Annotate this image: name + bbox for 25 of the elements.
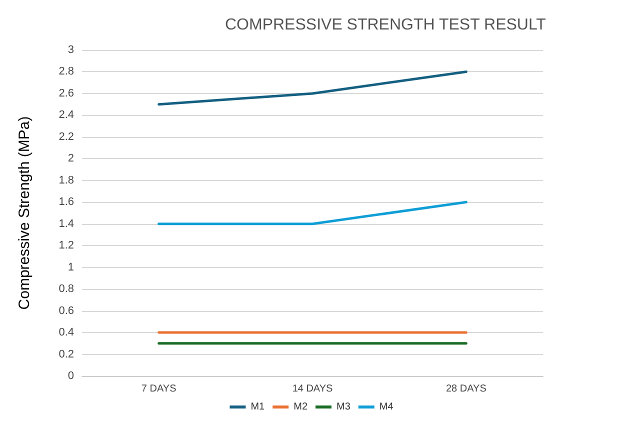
legend-label: M3 [336, 402, 351, 412]
y-tick-label: 2.2 [58, 130, 74, 143]
y-tick-label: 1.4 [58, 218, 74, 230]
y-tick-label: 1.8 [58, 174, 74, 186]
y-tick-label: 2.8 [58, 66, 74, 78]
y-tick-label: 1 [68, 261, 74, 274]
y-tick-label: 2.4 [58, 109, 74, 122]
y-tick-label: 0 [68, 370, 74, 382]
y-tick-label: 0.4 [58, 326, 74, 339]
y-tick-label: 2.6 [58, 87, 74, 100]
chart-title: COMPRESSIVE STRENGTH TEST RESULT [225, 16, 546, 34]
y-tick-label: 0.2 [58, 348, 74, 360]
y-tick-label: 1.6 [58, 196, 74, 208]
y-tick-label: 2 [68, 152, 74, 165]
y-axis-title: Compressive Strength (MPa) [16, 116, 33, 310]
legend-label: M4 [379, 402, 394, 412]
x-tick-label: 14 DAYS [292, 384, 334, 394]
x-tick-label: 28 DAYS [446, 384, 487, 394]
legend-label: M1 [250, 402, 266, 412]
y-tick-label: 0.6 [58, 304, 74, 317]
x-tick-label: 7 DAYS [141, 384, 177, 394]
y-tick-label: 0.8 [58, 283, 74, 296]
legend-label: M2 [294, 402, 308, 412]
y-tick-label: 1.2 [58, 240, 74, 252]
y-tick-label: 3 [68, 44, 74, 56]
